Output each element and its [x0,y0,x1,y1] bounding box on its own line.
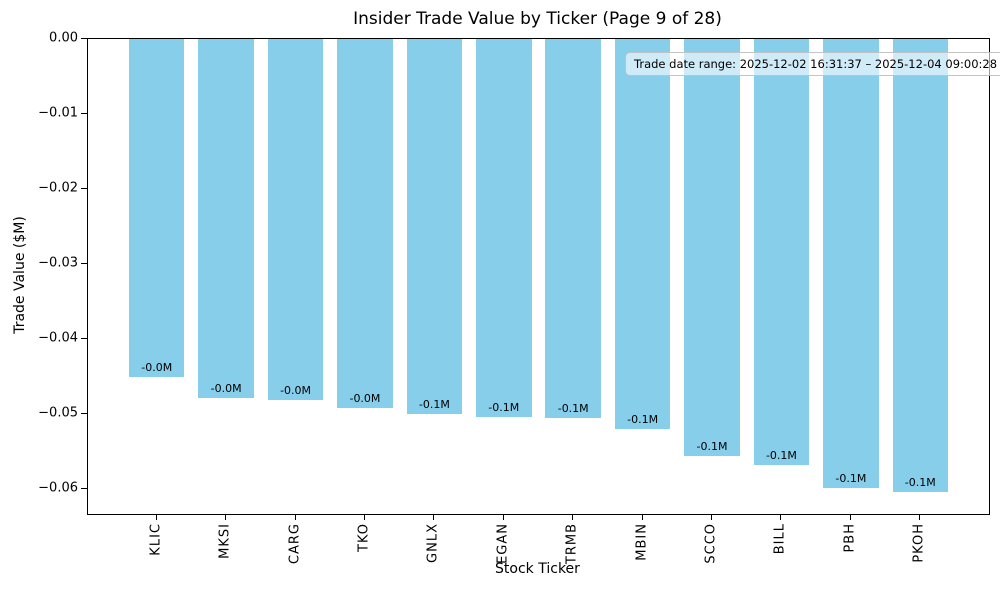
bar-value-label: -0.1M [627,413,659,427]
x-tick-label-gnlx: GNLX [425,523,441,563]
bar-value-label: -0.1M [418,398,450,412]
y-tick-mark [81,413,87,415]
x-tick-label-tko: TKO [356,523,372,552]
bar-value-label: -0.0M [210,381,242,395]
x-tick-mark [502,514,504,520]
x-tick-mark [294,514,296,520]
bar-mksi [198,39,254,398]
bar-carg [267,39,324,400]
x-tick-label-mbin: MBIN [634,523,650,561]
bar-tko [337,39,393,409]
y-tick-label: −0.06 [38,480,78,496]
annotation-text: Trade date range: 2025-12-02 16:31:37 – … [634,57,998,71]
bar-value-label: -0.1M [557,401,589,415]
bar-trmb [545,39,601,418]
y-tick-mark [81,188,87,190]
x-tick-mark [572,514,574,520]
plot-area: -0.0M -0.0M -0.0M -0.0M -0.1M -0.1M -0.1M -0.1M… [87,38,1000,515]
y-tick-label: 0.00 [49,30,78,46]
x-tick-label-mksi: MKSI [217,523,233,559]
bar-value-label: -0.1M [488,401,520,415]
bar-bill [753,39,810,466]
x-tick-mark [849,514,851,520]
x-tick-label-carg: CARG [287,523,303,565]
bar-scco [684,39,740,457]
bar-pbh [823,39,879,489]
y-tick-label: −0.04 [38,330,78,346]
bar-gnlx [406,39,463,415]
y-tick-mark [81,263,87,265]
x-tick-mark [919,514,921,520]
y-tick-mark [81,113,87,115]
x-tick-mark [780,514,782,520]
bar-egan [476,39,532,418]
y-tick-mark [81,338,87,340]
bar-value-label: -0.1M [696,440,728,454]
x-tick-label-bill: BILL [772,523,788,555]
x-tick-label-pbh: PBH [842,523,858,553]
x-tick-mark [155,514,157,520]
x-tick-label-egan: EGAN [495,523,511,564]
bar-klic [128,39,185,377]
bar-value-label: -0.0M [349,392,381,406]
chart-title: Insider Trade Value by Ticker (Page 9 of… [353,9,722,29]
x-tick-mark [641,514,643,520]
bar-value-label: -0.0M [280,383,312,397]
x-tick-mark [711,514,713,520]
y-tick-label: −0.01 [38,105,78,121]
x-tick-label-klic: KLIC [148,523,164,556]
bar-pkoh [892,39,949,493]
y-tick-label: −0.03 [38,255,78,271]
y-tick-label: −0.02 [38,180,78,196]
x-tick-label-pkoh: PKOH [911,523,927,563]
bar-mbin [614,39,671,430]
x-tick-mark [363,514,365,520]
x-tick-mark [433,514,435,520]
bar-value-label: -0.0M [141,360,173,374]
y-tick-mark [81,488,87,490]
y-axis-label: Trade Value ($M) [12,216,28,334]
bar-value-label: -0.1M [835,472,867,486]
x-axis-label: Stock Ticker [495,561,580,577]
annotation-box: Trade date range: 2025-12-02 16:31:37 – … [625,52,1000,76]
y-tick-mark [81,38,87,39]
bar-value-label: -0.1M [765,449,797,463]
bar-value-label: -0.1M [904,476,936,490]
y-tick-label: −0.05 [38,405,78,421]
x-tick-label-trmb: TRMB [564,523,580,565]
x-tick-mark [225,514,227,520]
x-tick-label-scco: SCCO [703,523,719,564]
